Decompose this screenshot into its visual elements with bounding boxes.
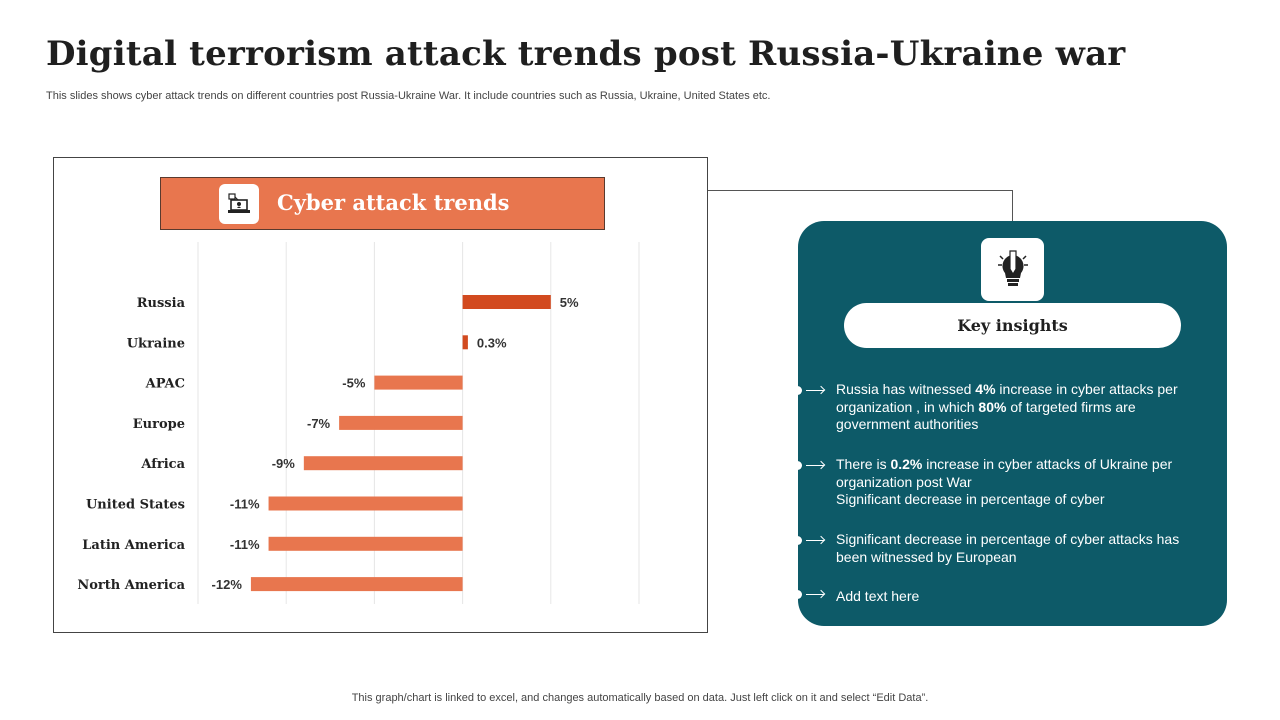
footer-note: This graph/chart is linked to excel, and… — [351, 692, 929, 704]
chart-header: Cyber attack trends — [160, 177, 605, 230]
connector-line — [1012, 190, 1013, 222]
insights-title: Key insights — [844, 303, 1181, 348]
data-label: -12% — [212, 577, 243, 592]
insight-item: There is 0.2% increase in cyber attacks … — [836, 456, 1173, 507]
bar[interactable] — [303, 456, 463, 471]
category-label: Ukraine — [127, 336, 185, 351]
insight-item: Significant decrease in percentage of cy… — [836, 531, 1180, 565]
data-label: -11% — [230, 537, 260, 552]
category-label: APAC — [145, 377, 185, 392]
category-label: Russia — [137, 296, 186, 311]
data-label: -9% — [272, 456, 296, 471]
bar[interactable] — [374, 375, 463, 390]
bullet-icon — [793, 536, 802, 545]
bullet-icon — [793, 461, 802, 470]
arrow-right-icon — [806, 465, 824, 466]
data-label: -7% — [307, 416, 331, 431]
connector-line — [708, 190, 1013, 191]
page-title: Digital terrorism attack trends post Rus… — [46, 34, 1126, 74]
bar[interactable] — [339, 415, 463, 430]
chart-container[interactable] — [53, 157, 708, 633]
chart-header-title: Cyber attack trends — [277, 190, 510, 215]
category-label: North America — [77, 578, 185, 593]
lightbulb-pen-icon — [981, 238, 1044, 301]
arrow-right-icon — [806, 390, 824, 391]
bar[interactable] — [250, 577, 463, 592]
bullet-icon — [793, 386, 802, 395]
insight-item[interactable]: Add text here — [836, 588, 920, 604]
arrow-right-icon — [806, 540, 824, 541]
data-label: 0.3% — [477, 335, 507, 350]
data-label: -5% — [342, 376, 366, 391]
bullet-icon — [793, 590, 802, 599]
data-label: 5% — [560, 295, 579, 310]
insight-item: Russia has witnessed 4% increase in cybe… — [836, 381, 1178, 432]
category-label: United States — [86, 498, 185, 513]
bar[interactable] — [268, 536, 463, 551]
bar[interactable] — [462, 335, 468, 350]
category-label: Latin America — [82, 538, 185, 553]
category-label: Europe — [133, 417, 185, 432]
arrow-right-icon — [806, 594, 824, 595]
page-subtitle: This slides shows cyber attack trends on… — [46, 90, 771, 102]
bar[interactable] — [462, 295, 551, 309]
data-label: -11% — [230, 497, 260, 512]
bar[interactable] — [268, 496, 463, 511]
category-label: Africa — [140, 457, 185, 472]
laptop-hacker-icon — [219, 184, 259, 224]
